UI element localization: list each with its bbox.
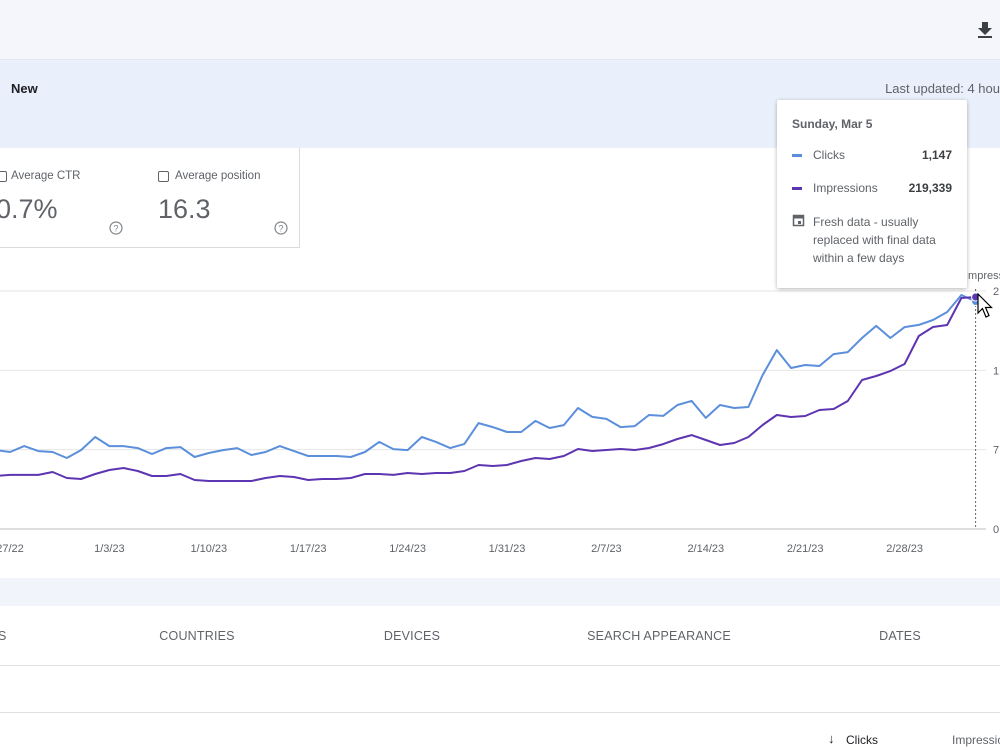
metric-value: 16.3	[158, 194, 211, 224]
x-tick-label: 1/3/23	[94, 543, 125, 555]
y2-tick-label: 7	[993, 445, 999, 457]
legend-swatch	[792, 154, 802, 157]
sort-arrow: ↓	[828, 731, 835, 746]
tab[interactable]: DEVICES	[383, 629, 441, 643]
tooltip-value: 219,339	[908, 181, 952, 195]
metric-label: Average CTR	[11, 170, 81, 182]
tooltip-series: Impressions	[813, 181, 878, 195]
checkbox[interactable]	[158, 171, 169, 182]
top-bar	[0, 0, 1000, 60]
legend-swatch	[792, 187, 802, 190]
mouse-cursor	[977, 293, 993, 318]
y2-tick-label: 1	[993, 365, 999, 377]
chart: Impress 2 1 7 0 27/22 1/3/23 1/10/23 1/17/23 1/2…	[0, 270, 1000, 555]
x-tick-label: 27/22	[0, 543, 24, 555]
y2-tick-label: 0	[993, 524, 999, 536]
tab[interactable]: COUNTRIES	[159, 629, 235, 643]
help-icon[interactable]: ?	[108, 220, 124, 236]
table-divider	[0, 712, 1000, 713]
metric-card[interactable]	[0, 148, 137, 248]
metric-value: 0.7%	[0, 194, 58, 224]
last-updated: Last updated: 4 hou	[885, 81, 1000, 96]
tooltip-series: Clicks	[813, 148, 845, 162]
tab[interactable]: SEARCH APPEARANCE	[587, 629, 731, 643]
download-icon[interactable]	[976, 20, 994, 40]
series-line	[0, 294, 977, 459]
tab-bar: S COUNTRIES DEVICES SEARCH APPEARANCE DATES	[0, 606, 1000, 666]
x-tick-label: 1/17/23	[290, 543, 327, 555]
calendar-icon	[792, 214, 805, 227]
x-tick-label: 1/31/23	[489, 543, 526, 555]
tooltip-note: Fresh data - usually replaced with final…	[813, 215, 936, 265]
help-icon[interactable]: ?	[273, 220, 289, 236]
svg-text:?: ?	[278, 224, 283, 234]
metric-label: Average position	[175, 170, 261, 182]
tooltip-title: Sunday, Mar 5	[792, 117, 873, 131]
y2-axis-label: Impress	[965, 270, 1000, 282]
x-tick-label: 2/14/23	[687, 543, 724, 555]
metric-card[interactable]	[135, 148, 300, 248]
x-tick-label: 1/24/23	[389, 543, 426, 555]
new-badge: New	[11, 81, 38, 96]
x-tick-label: 1/10/23	[190, 543, 227, 555]
section-gap	[0, 578, 1000, 606]
column-header[interactable]: Clicks	[846, 733, 878, 747]
tooltip-value: 1,147	[921, 148, 952, 162]
column-header[interactable]: Impressio	[952, 733, 1000, 747]
checkbox[interactable]	[0, 171, 7, 182]
x-tick-label: 2/7/23	[591, 543, 622, 555]
tooltip: Sunday, Mar 5 Clicks 1,147 Impressions 2…	[777, 100, 967, 288]
tab[interactable]: S	[0, 629, 7, 643]
svg-text:?: ?	[113, 224, 118, 234]
tab[interactable]: DATES	[879, 629, 921, 643]
x-tick-label: 2/28/23	[886, 543, 923, 555]
x-tick-label: 2/21/23	[787, 543, 824, 555]
y2-tick-label: 2	[993, 286, 999, 298]
series-line	[0, 296, 976, 482]
